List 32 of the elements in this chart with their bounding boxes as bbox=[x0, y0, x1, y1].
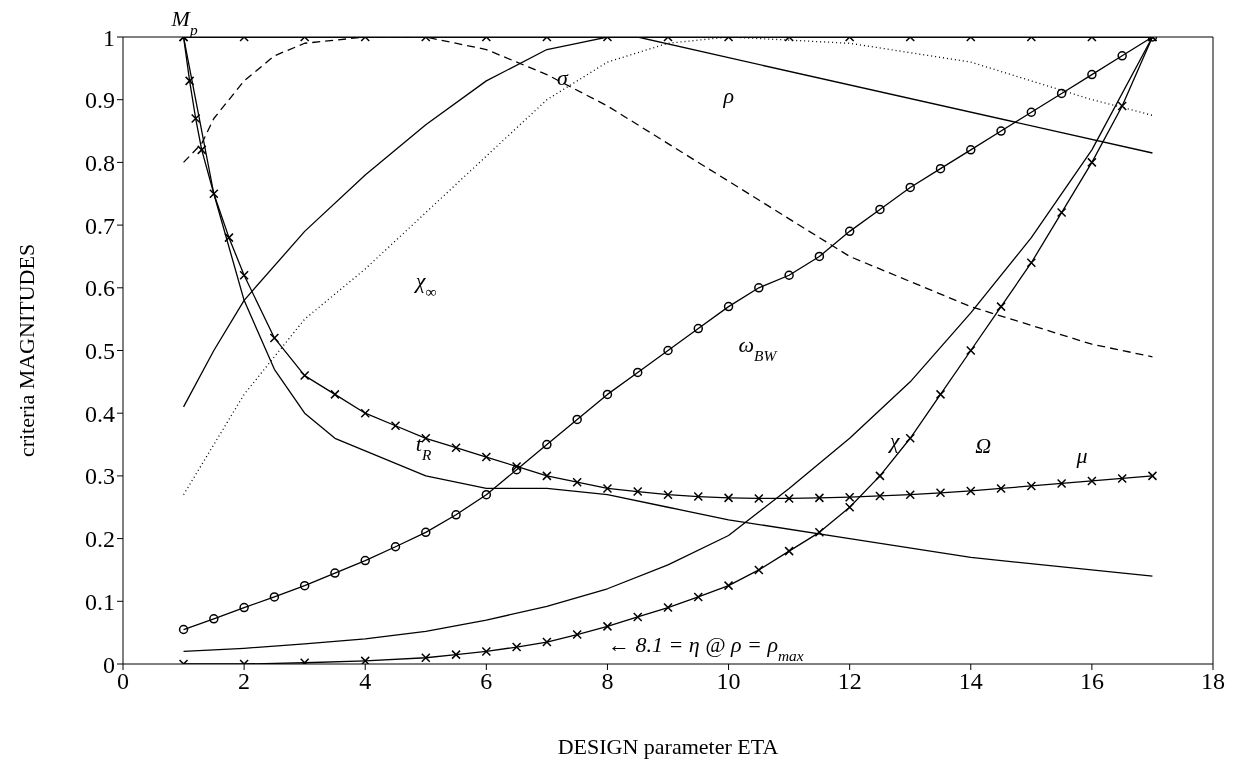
y-tick-label: 0.7 bbox=[85, 212, 115, 239]
y-tick-label: 1 bbox=[103, 24, 115, 51]
x-tick-label: 12 bbox=[837, 668, 862, 695]
annotation: χ$_{∞}$ bbox=[413, 267, 437, 300]
annotation: M$_{p}$ bbox=[170, 6, 198, 38]
y-tick-label: 0.3 bbox=[85, 463, 115, 490]
x-tick-label: 2 bbox=[238, 668, 251, 695]
y-tick-label: 0 bbox=[103, 651, 115, 678]
y-axis-title: criteria MAGNITUDES bbox=[13, 243, 39, 458]
x-tick-label: 10 bbox=[716, 668, 741, 695]
y-tick-label: 0.2 bbox=[85, 526, 115, 553]
annotation: μ bbox=[1075, 443, 1088, 469]
x-tick-label: 8 bbox=[601, 668, 614, 695]
y-tick-label: 0.6 bbox=[85, 275, 115, 302]
y-tick-label: 0.9 bbox=[85, 87, 115, 114]
y-tick-label: 0.4 bbox=[85, 400, 115, 427]
y-tick-label: 0.5 bbox=[85, 338, 115, 365]
annotation: σ bbox=[556, 64, 569, 90]
annotation: ω$_{BW}$ bbox=[738, 331, 778, 364]
x-tick-label: 14 bbox=[958, 668, 983, 695]
y-tick-label: 0.1 bbox=[85, 588, 115, 615]
annotation: t$_{R}$ bbox=[415, 430, 432, 463]
annotation: ← 8.1 = η @ ρ = ρ$_{max}$ bbox=[608, 632, 804, 664]
y-tick-label: 0.8 bbox=[85, 149, 115, 176]
x-tick-label: 18 bbox=[1201, 668, 1225, 695]
x-tick-label: 6 bbox=[480, 668, 493, 695]
x-axis-title: DESIGN parameter ETA bbox=[557, 734, 779, 759]
annotation: Ω bbox=[975, 433, 992, 459]
annotation: χ bbox=[887, 428, 901, 454]
x-tick-label: 4 bbox=[359, 668, 372, 695]
x-tick-label: 16 bbox=[1079, 668, 1104, 695]
annotation: ρ bbox=[722, 82, 735, 108]
